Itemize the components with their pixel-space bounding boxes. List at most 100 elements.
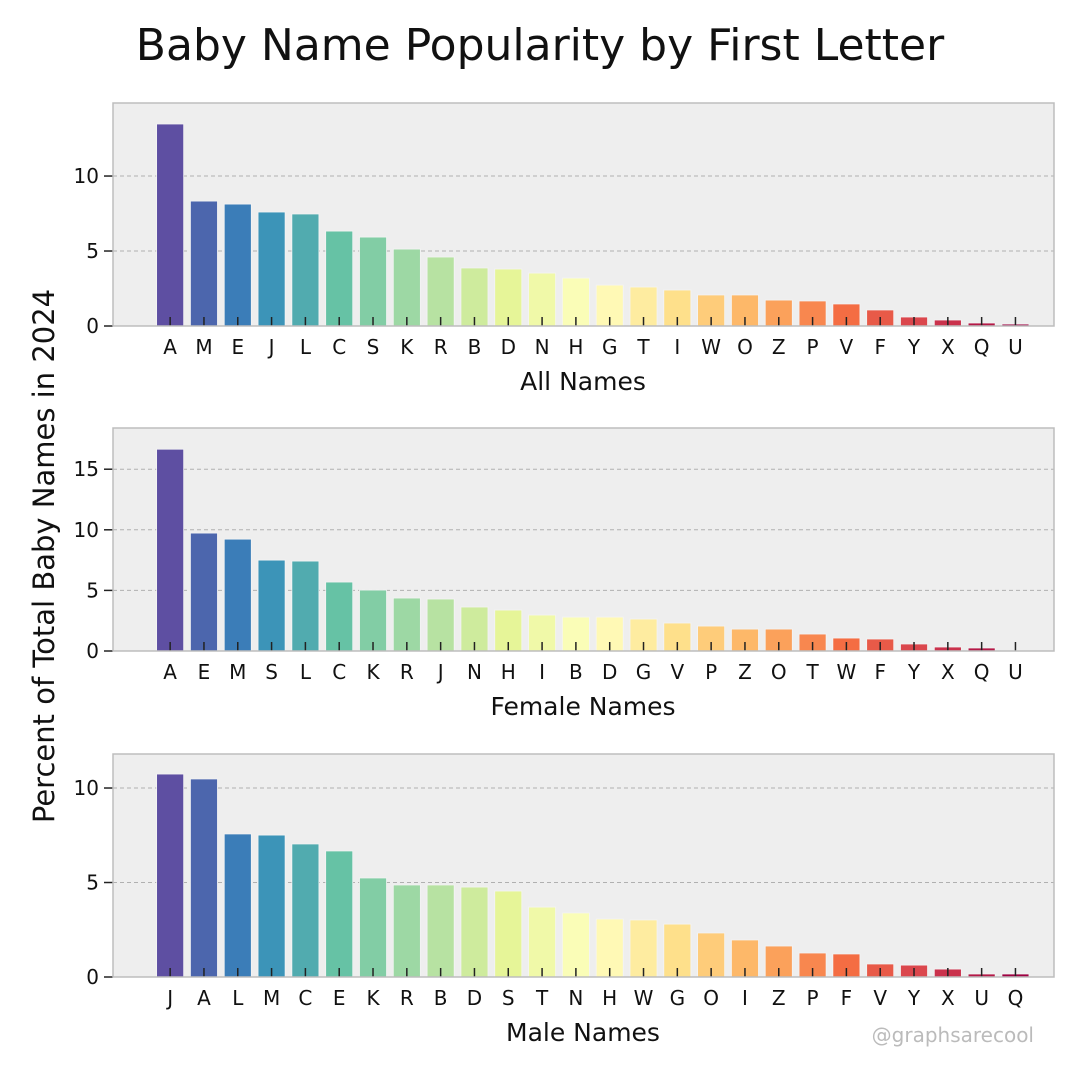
x-tick-label: B: [468, 335, 482, 359]
x-tick-label: D: [602, 660, 617, 684]
x-tick-label: T: [535, 986, 549, 1010]
x-tick-label: W: [837, 660, 857, 684]
x-tick-label: A: [163, 660, 177, 684]
x-tick-label: E: [198, 660, 211, 684]
bar-J: [257, 211, 286, 327]
bar-C: [325, 230, 354, 327]
x-tick-label: T: [805, 660, 819, 684]
x-tick-label: K: [366, 986, 380, 1010]
bar-A: [156, 123, 185, 327]
bar-L: [291, 560, 320, 652]
bar-K: [392, 248, 421, 327]
y-axis-label: Percent of Total Baby Names in 2024: [27, 289, 61, 823]
x-tick-label: M: [263, 986, 280, 1010]
x-tick-label: O: [737, 335, 753, 359]
x-axis-label: Female Names: [490, 692, 675, 721]
y-tick-label: 5: [86, 578, 99, 602]
plot-frame: [112, 753, 1055, 978]
x-tick-label: V: [840, 335, 854, 359]
x-tick-label: Y: [907, 335, 921, 359]
bar-E: [190, 532, 218, 652]
x-tick-label: Z: [738, 660, 752, 684]
bar-G: [629, 618, 658, 652]
bar-K: [359, 589, 387, 652]
y-tick-label: 0: [86, 965, 99, 989]
x-axis-label: All Names: [520, 367, 646, 396]
x-tick-label: H: [568, 335, 583, 359]
x-tick-label: I: [742, 986, 748, 1010]
bar-K: [359, 877, 387, 978]
x-tick-label: S: [367, 335, 380, 359]
x-axis-label: Male Names: [506, 1018, 660, 1047]
bar-R: [392, 884, 421, 978]
x-tick-label: L: [232, 986, 244, 1010]
x-tick-label: D: [501, 335, 516, 359]
x-tick-label: U: [1008, 660, 1023, 684]
x-tick-label: A: [197, 986, 211, 1010]
x-tick-label: K: [366, 660, 380, 684]
bar-R: [426, 256, 455, 327]
x-tick-label: J: [436, 660, 444, 684]
y-tick-label: 10: [74, 518, 99, 542]
x-tick-label: Z: [772, 986, 786, 1010]
x-tick-label: W: [701, 335, 721, 359]
bar-B: [426, 884, 455, 978]
bar-T: [528, 906, 557, 978]
x-tick-label: V: [873, 986, 887, 1010]
x-tick-label: K: [400, 335, 414, 359]
bar-C: [325, 581, 354, 652]
bar-M: [257, 834, 286, 978]
x-tick-label: O: [771, 660, 787, 684]
x-tick-label: X: [941, 660, 955, 684]
x-tick-label: T: [636, 335, 650, 359]
bar-M: [223, 538, 252, 652]
x-tick-label: E: [333, 986, 346, 1010]
bar-S: [494, 890, 523, 978]
y-tick-label: 10: [74, 164, 99, 188]
x-tick-label: P: [807, 335, 819, 359]
bar-W: [629, 919, 658, 978]
bar-E: [223, 203, 252, 327]
x-tick-label: L: [300, 660, 312, 684]
bar-C: [291, 843, 320, 978]
x-tick-label: X: [941, 986, 955, 1010]
bar-M: [190, 200, 218, 327]
x-tick-label: Y: [907, 986, 921, 1010]
x-tick-label: U: [974, 986, 989, 1010]
x-tick-label: N: [535, 335, 550, 359]
x-tick-label: Z: [772, 335, 786, 359]
panel-1: 0 5 10 A M E J L C S K R B D N H G T I W O Z P V F Y X Q U All Names: [74, 102, 1055, 396]
bar-A: [190, 778, 218, 978]
x-tick-label: R: [400, 986, 414, 1010]
x-tick-label: I: [674, 335, 680, 359]
plot-frame: [112, 427, 1055, 652]
x-tick-label: L: [300, 335, 312, 359]
x-tick-label: V: [670, 660, 684, 684]
x-tick-label: N: [467, 660, 482, 684]
bar-L: [291, 213, 320, 327]
x-tick-label: P: [807, 986, 819, 1010]
x-tick-label: S: [502, 986, 515, 1010]
x-tick-label: F: [841, 986, 853, 1010]
bar-P: [697, 625, 726, 652]
x-tick-label: A: [163, 335, 177, 359]
chart-title: Baby Name Popularity by First Letter: [136, 20, 945, 71]
bar-E: [325, 850, 354, 978]
x-tick-label: B: [569, 660, 583, 684]
y-tick-label: 5: [86, 239, 99, 263]
x-tick-label: N: [568, 986, 583, 1010]
x-tick-label: C: [332, 660, 346, 684]
bar-D: [460, 886, 489, 978]
bar-D: [494, 268, 523, 327]
x-tick-label: C: [298, 986, 312, 1010]
bar-H: [561, 277, 590, 327]
x-tick-label: H: [602, 986, 617, 1010]
x-tick-label: F: [874, 335, 886, 359]
y-tick-label: 5: [86, 871, 99, 895]
x-tick-label: G: [670, 986, 686, 1010]
x-tick-label: E: [231, 335, 244, 359]
bar-L: [223, 833, 252, 978]
x-tick-label: J: [267, 335, 275, 359]
x-tick-label: Q: [1008, 986, 1024, 1010]
